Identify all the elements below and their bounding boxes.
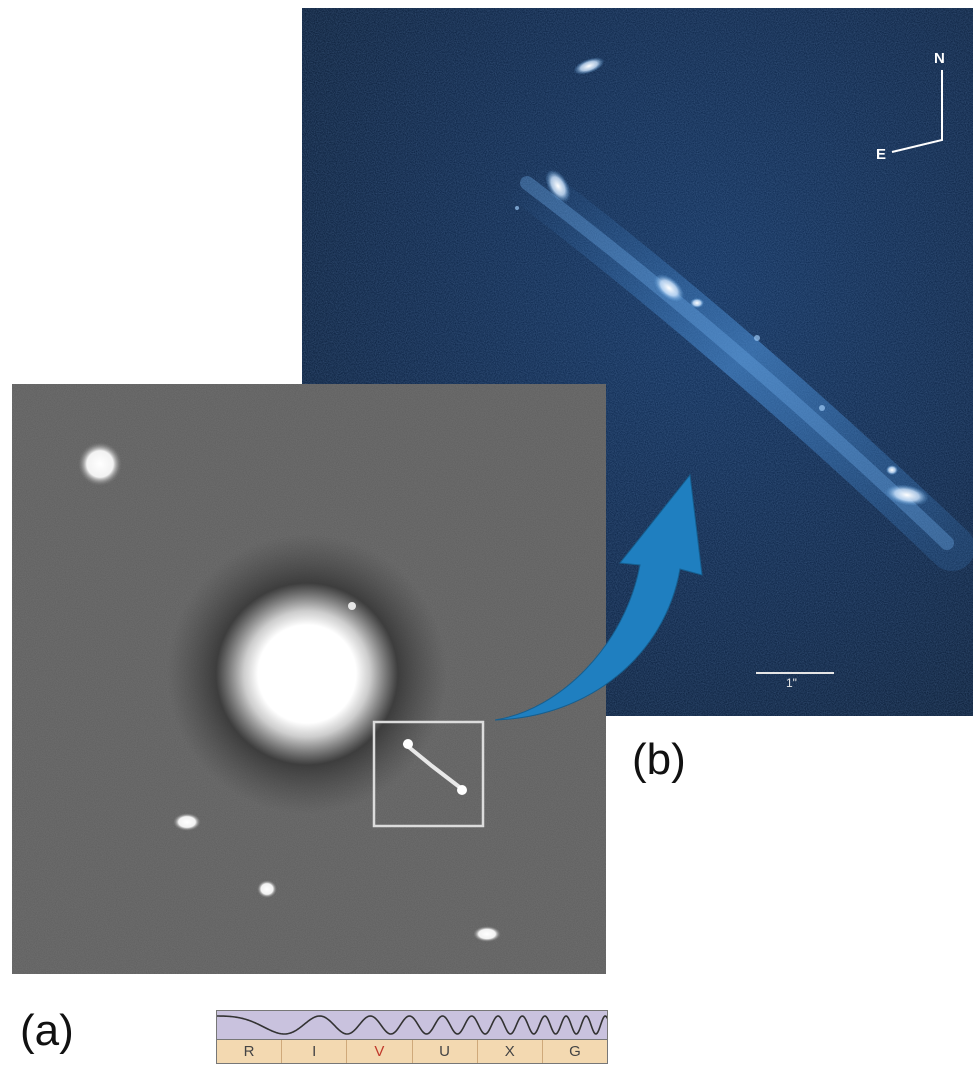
zoom-arrow-icon — [494, 473, 703, 721]
scale-bar: 1" — [756, 668, 834, 698]
fragment-trail — [403, 742, 464, 791]
spectrum-wave-band — [217, 1011, 607, 1039]
panel-b-caption: (b) — [632, 735, 686, 784]
band-label-i: I — [282, 1040, 348, 1063]
fragment — [690, 298, 704, 308]
star — [257, 880, 277, 898]
star — [173, 813, 201, 831]
fragment — [653, 274, 685, 302]
compass-indicator: N E — [872, 48, 962, 178]
fragment — [886, 465, 898, 475]
wave-icon — [217, 1015, 607, 1035]
star — [78, 442, 122, 486]
band-label-r: R — [217, 1040, 283, 1063]
band-label-g: G — [569, 1043, 581, 1060]
scale-bar-line — [756, 672, 834, 674]
band-label-x: X — [478, 1040, 543, 1063]
compass-east-label: E — [876, 146, 887, 163]
panel-a-image — [12, 384, 606, 974]
fragment — [545, 169, 571, 203]
band-label-u: U — [413, 1040, 478, 1063]
zoom-region-box — [372, 720, 485, 828]
star — [473, 926, 501, 942]
spectrum-band-labels: R I V U X G — [217, 1039, 607, 1063]
panel-a-field — [12, 384, 606, 974]
spectrum-indicator: R I V U X G — [216, 1010, 608, 1064]
panel-a-caption: (a) — [20, 1006, 74, 1055]
band-label-v: V — [347, 1040, 413, 1063]
scale-bar-label: 1" — [786, 676, 797, 690]
compass-north-label: N — [934, 50, 945, 67]
compass-arrows-icon — [891, 70, 943, 153]
fragment — [573, 57, 605, 75]
bright-planet-glare — [167, 534, 447, 814]
fragment — [885, 484, 929, 506]
